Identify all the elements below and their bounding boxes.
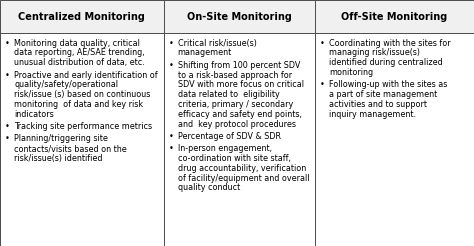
Text: criteria, primary / secondary: criteria, primary / secondary — [178, 100, 293, 109]
Text: of facility/equipment and overall: of facility/equipment and overall — [178, 174, 309, 183]
Text: a part of site management: a part of site management — [329, 90, 438, 99]
Text: monitoring  of data and key risk: monitoring of data and key risk — [14, 100, 143, 109]
Text: •: • — [5, 71, 9, 79]
Text: SDV with more focus on critical: SDV with more focus on critical — [178, 80, 304, 89]
Text: •: • — [320, 39, 325, 48]
Text: Tracking site performance metrics: Tracking site performance metrics — [14, 122, 152, 131]
Text: Critical risk/issue(s): Critical risk/issue(s) — [178, 39, 256, 48]
Text: Coordinating with the sites for: Coordinating with the sites for — [329, 39, 451, 48]
Text: •: • — [168, 61, 173, 70]
Text: risk/issue (s) based on continuous: risk/issue (s) based on continuous — [14, 90, 151, 99]
Text: Centralized Monitoring: Centralized Monitoring — [18, 12, 145, 22]
Text: •: • — [5, 134, 9, 143]
Text: efficacy and safety end points,: efficacy and safety end points, — [178, 110, 301, 119]
Text: activities and to support: activities and to support — [329, 100, 428, 109]
Text: data related to  eligibility: data related to eligibility — [178, 90, 280, 99]
Text: •: • — [168, 144, 173, 153]
Text: indicators: indicators — [14, 110, 54, 119]
Bar — [315, 0, 474, 33]
Text: Percentage of SDV & SDR: Percentage of SDV & SDR — [178, 132, 281, 141]
Text: quality conduct: quality conduct — [178, 184, 240, 192]
Text: quality/safety/operational: quality/safety/operational — [14, 80, 118, 89]
Text: •: • — [5, 122, 9, 131]
Text: and  key protocol procedures: and key protocol procedures — [178, 120, 296, 129]
Text: Monitoring data quality, critical: Monitoring data quality, critical — [14, 39, 140, 48]
Text: unusual distribution of data, etc.: unusual distribution of data, etc. — [14, 58, 145, 67]
Text: •: • — [168, 39, 173, 48]
Text: managing risk/issue(s): managing risk/issue(s) — [329, 48, 420, 58]
Text: co-ordination with site staff,: co-ordination with site staff, — [178, 154, 291, 163]
Text: •: • — [168, 132, 173, 141]
Text: to a risk-based approach for: to a risk-based approach for — [178, 71, 292, 79]
Text: Shifting from 100 percent SDV: Shifting from 100 percent SDV — [178, 61, 300, 70]
Text: data reporting, AE/SAE trending,: data reporting, AE/SAE trending, — [14, 48, 145, 58]
Text: •: • — [5, 39, 9, 48]
Text: identified during centralized: identified during centralized — [329, 58, 443, 67]
Text: Following-up with the sites as: Following-up with the sites as — [329, 80, 448, 89]
Text: •: • — [320, 80, 325, 89]
Text: Proactive and early identification of: Proactive and early identification of — [14, 71, 158, 79]
Text: risk/issue(s) identified: risk/issue(s) identified — [14, 154, 103, 163]
Text: drug accountability, verification: drug accountability, verification — [178, 164, 306, 173]
Text: monitoring: monitoring — [329, 68, 374, 77]
Bar — [164, 0, 315, 33]
Text: management: management — [178, 48, 232, 58]
Text: In-person engagement,: In-person engagement, — [178, 144, 272, 153]
Text: contacts/visits based on the: contacts/visits based on the — [14, 144, 127, 153]
Text: On-Site Monitoring: On-Site Monitoring — [187, 12, 292, 22]
Text: inquiry management.: inquiry management. — [329, 110, 417, 119]
Text: Planning/triggering site: Planning/triggering site — [14, 134, 108, 143]
Text: Off-Site Monitoring: Off-Site Monitoring — [341, 12, 448, 22]
Bar — [0, 0, 164, 33]
